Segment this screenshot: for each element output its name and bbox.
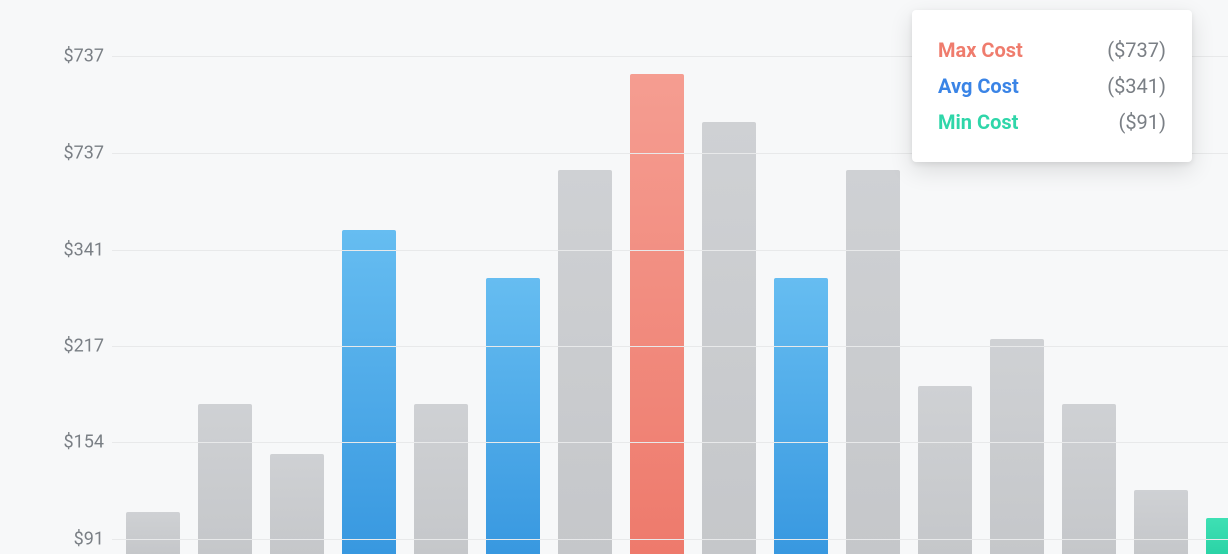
- y-axis-tick-label: $737: [64, 143, 104, 164]
- bar-grey: [846, 170, 900, 554]
- bar-grey: [990, 339, 1044, 554]
- legend-row: Max Cost ($737): [938, 32, 1166, 68]
- legend-value: ($91): [1118, 110, 1166, 134]
- y-axis-tick-label: $341: [64, 240, 104, 261]
- bar-grey: [198, 404, 252, 554]
- legend-value: ($341): [1107, 74, 1166, 98]
- legend-row: Avg Cost ($341): [938, 68, 1166, 104]
- bar-grey: [126, 512, 180, 554]
- y-axis-tick-label: $154: [64, 432, 104, 453]
- bar-grey: [1134, 490, 1188, 554]
- bar-grey: [414, 404, 468, 554]
- gridline: [112, 442, 1228, 443]
- legend-value: ($737): [1107, 38, 1166, 62]
- legend-label: Avg Cost: [938, 74, 1019, 98]
- legend-box: Max Cost ($737) Avg Cost ($341) Min Cost ($91…: [912, 10, 1192, 162]
- gridline: [112, 250, 1228, 251]
- bar-grey: [558, 170, 612, 554]
- cost-bar-chart: $737 $737 $341 $217 $154 $91 Max Cost ($737) Av…: [0, 0, 1228, 554]
- bar-red: [630, 74, 684, 554]
- y-axis-tick-label: $91: [74, 529, 104, 550]
- bar-grey: [702, 122, 756, 554]
- legend-label: Min Cost: [938, 110, 1018, 134]
- bar-grey: [918, 386, 972, 554]
- bar-grey: [1062, 404, 1116, 554]
- bar-blue: [774, 278, 828, 554]
- legend-row: Min Cost ($91): [938, 104, 1166, 140]
- bar-blue: [486, 278, 540, 554]
- y-axis-tick-label: $737: [64, 46, 104, 67]
- y-axis-tick-label: $217: [64, 336, 104, 357]
- legend-label: Max Cost: [938, 38, 1023, 62]
- gridline: [112, 346, 1228, 347]
- gridline: [112, 539, 1228, 540]
- bar-blue: [342, 230, 396, 554]
- bar-green: [1206, 518, 1228, 554]
